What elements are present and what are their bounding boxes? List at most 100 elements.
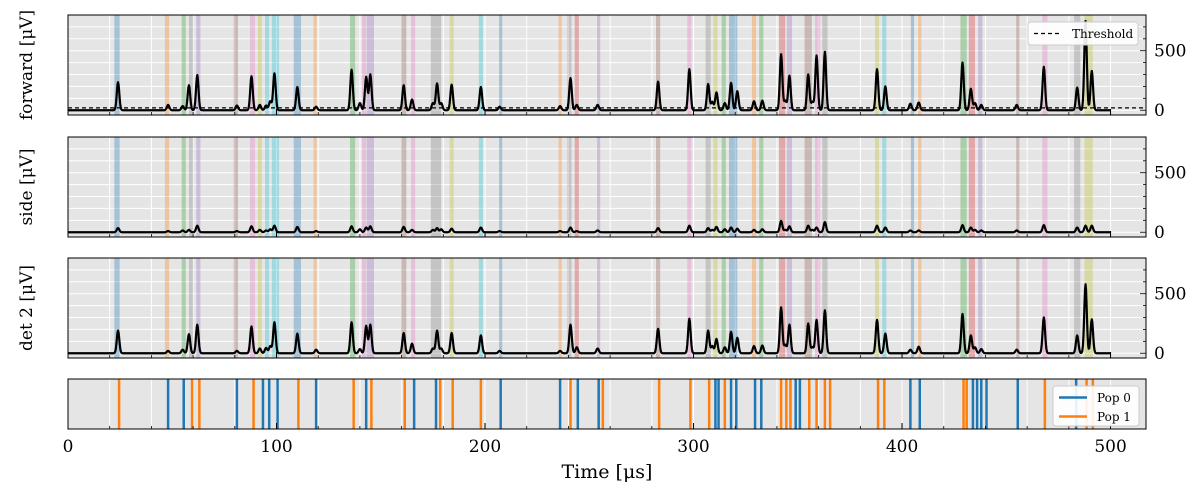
- spike-band: [431, 137, 441, 237]
- spike-band: [265, 258, 269, 358]
- panel-background: [68, 258, 1146, 358]
- spike-band: [911, 258, 914, 358]
- spike-band: [918, 15, 921, 115]
- spike-band: [1016, 15, 1019, 115]
- population-legend: Pop 0 Pop 1: [1053, 386, 1139, 426]
- spike-band: [1042, 137, 1047, 237]
- panel-side: 0 500 side [μV]: [17, 137, 1186, 243]
- x-tick-label: 100: [260, 437, 292, 457]
- spike-band: [294, 258, 301, 358]
- x-tick-label: 200: [469, 437, 501, 457]
- x-tick-label: 400: [886, 437, 918, 457]
- spike-band: [165, 258, 169, 358]
- spike-band: [729, 137, 737, 237]
- spike-band: [575, 15, 579, 115]
- spike-band: [805, 137, 812, 237]
- y-axis-label: side [μV]: [17, 148, 37, 225]
- spike-band: [706, 137, 711, 237]
- spike-band: [787, 137, 792, 237]
- spike-band: [815, 137, 820, 237]
- spike-band: [362, 137, 366, 237]
- x-tick-label: 0: [63, 437, 74, 457]
- spike-band: [234, 15, 238, 115]
- spike-band: [722, 258, 726, 358]
- spike-band: [234, 137, 238, 237]
- x-tick-label: 300: [677, 437, 709, 457]
- spike-band: [196, 137, 200, 237]
- spike-band: [875, 137, 879, 237]
- spike-band: [182, 258, 186, 358]
- spike-band: [314, 15, 317, 115]
- spike-band: [559, 258, 562, 358]
- spike-band: [752, 15, 756, 115]
- spike-band: [265, 137, 269, 237]
- spike-band: [182, 137, 186, 237]
- spike-band: [722, 137, 726, 237]
- panel-background: [68, 137, 1146, 237]
- spike-band: [367, 137, 374, 237]
- spike-band: [258, 258, 262, 358]
- x-tick-label: 500: [1094, 437, 1126, 457]
- spike-band: [265, 15, 269, 115]
- panel-background: [68, 379, 1146, 429]
- y-tick-label: 0: [1154, 101, 1165, 121]
- spike-band: [978, 137, 982, 237]
- y-tick-label: 500: [1154, 164, 1186, 184]
- spike-band: [258, 137, 262, 237]
- x-axis-label: Time [μs]: [562, 461, 653, 483]
- spike-band: [250, 137, 255, 237]
- spike-band: [969, 137, 975, 237]
- spike-band: [911, 137, 914, 237]
- spike-band: [597, 15, 600, 115]
- spike-band: [314, 258, 317, 358]
- y-axis-label: det 2 [μV]: [17, 265, 37, 351]
- spike-band: [759, 258, 763, 358]
- spike-band: [1016, 258, 1019, 358]
- threshold-legend-label: Threshold: [1072, 27, 1134, 41]
- spike-band: [479, 137, 483, 237]
- spike-band: [722, 15, 726, 115]
- spike-band: [1084, 137, 1092, 237]
- panel-background: [68, 15, 1146, 115]
- spike-band: [114, 137, 119, 237]
- spike-band: [294, 137, 301, 237]
- spike-band: [1074, 137, 1080, 237]
- spike-band: [182, 15, 186, 115]
- spike-band: [189, 137, 193, 237]
- spike-band: [450, 137, 454, 237]
- pop0-legend-label: Pop 0: [1097, 391, 1131, 405]
- spike-band: [499, 258, 502, 358]
- y-tick-label: 0: [1154, 223, 1165, 243]
- spike-band: [559, 137, 562, 237]
- spike-band: [165, 137, 169, 237]
- spike-band: [499, 137, 502, 237]
- spike-band: [258, 15, 262, 115]
- spike-band: [401, 137, 406, 237]
- spike-band: [687, 137, 691, 237]
- spike-band: [918, 137, 921, 237]
- y-tick-label: 0: [1154, 344, 1165, 364]
- spike-band: [978, 258, 982, 358]
- spike-band: [656, 137, 660, 237]
- x-tick-labels: 0 100 200 300 400 500: [63, 437, 1127, 457]
- spike-band: [597, 137, 600, 237]
- spike-band: [559, 15, 562, 115]
- panel-forward: 0 500 forward [μV] Threshold: [17, 10, 1186, 121]
- y-tick-label: 500: [1154, 42, 1186, 62]
- spike-band: [314, 137, 317, 237]
- spike-band: [911, 15, 914, 115]
- spike-band: [165, 15, 169, 115]
- spike-band: [350, 137, 355, 237]
- spike-band: [597, 258, 600, 358]
- spike-band: [752, 137, 756, 237]
- spike-band: [567, 137, 571, 237]
- spike-band: [272, 137, 279, 237]
- y-tick-label: 500: [1154, 285, 1186, 305]
- spike-band: [918, 258, 921, 358]
- spike-band: [575, 137, 579, 237]
- pop1-legend-label: Pop 1: [1097, 410, 1131, 424]
- spike-band: [752, 258, 756, 358]
- spike-band: [234, 258, 238, 358]
- y-axis-label: forward [μV]: [17, 10, 37, 120]
